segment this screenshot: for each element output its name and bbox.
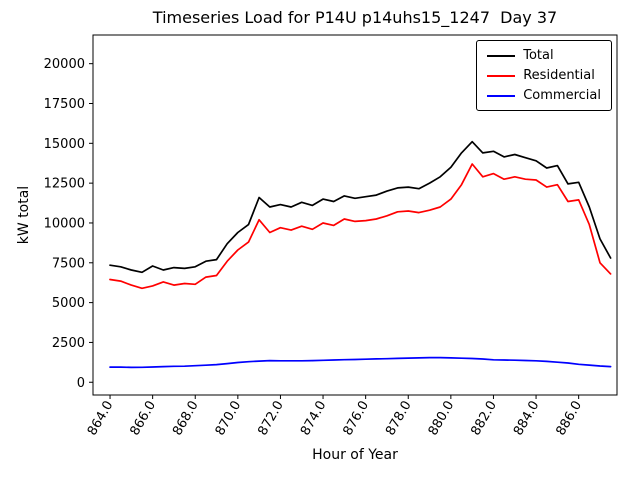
x-tick-label: 866.0 (128, 399, 160, 439)
y-tick-label: 7500 (52, 256, 85, 271)
axes-border (92, 34, 618, 396)
x-axis: 864.0 866.0 868.0 870.0 872.0 874.0 876.0 878.0… (85, 395, 585, 438)
x-axis-label: Hour of Year (312, 447, 398, 463)
y-tick-label: 12500 (44, 177, 85, 192)
legend-entry-commercial: Commercial (487, 89, 601, 102)
y-tick-label: 20000 (44, 57, 85, 72)
series-line-residential (109, 163, 612, 290)
legend-entry-total: Total (487, 49, 601, 62)
x-tick-label: 864.0 (85, 399, 117, 439)
commercial-line-swatch (487, 94, 516, 97)
x-tick-label: 874.0 (298, 399, 330, 439)
legend-entry-residential: Residential (487, 69, 601, 82)
legend-label-residential: Residential (523, 68, 595, 83)
y-tick-label: 17500 (44, 97, 85, 112)
x-tick-label: 872.0 (255, 399, 287, 439)
x-tick-label: 876.0 (341, 399, 373, 439)
series-line-commercial (109, 356, 612, 369)
residential-line-swatch (487, 74, 516, 77)
y-tick-label: 10000 (44, 216, 85, 231)
legend-label-total: Total (523, 48, 554, 63)
total-line-swatch (487, 54, 516, 57)
x-tick-label: 882.0 (468, 399, 500, 439)
x-tick-label: 880.0 (426, 399, 458, 439)
y-tick-label: 0 (77, 376, 85, 391)
legend: Total Residential Commercial (476, 40, 612, 111)
series-line-total (109, 140, 612, 274)
x-tick-label: 884.0 (511, 399, 543, 439)
y-axis: 0 2500 5000 7500 10000 12500 15000 17500 20000 (44, 57, 93, 391)
x-tick-label: 868.0 (170, 399, 202, 439)
x-tick-label: 878.0 (383, 399, 415, 439)
legend-label-commercial: Commercial (523, 88, 601, 103)
y-tick-label: 5000 (52, 296, 85, 311)
x-tick-label: 886.0 (554, 399, 586, 439)
y-tick-label: 2500 (52, 336, 85, 351)
y-tick-label: 15000 (44, 137, 85, 152)
chart-title: Timeseries Load for P14U p14uhs15_1247 D… (152, 8, 558, 27)
x-tick-label: 870.0 (213, 399, 245, 439)
